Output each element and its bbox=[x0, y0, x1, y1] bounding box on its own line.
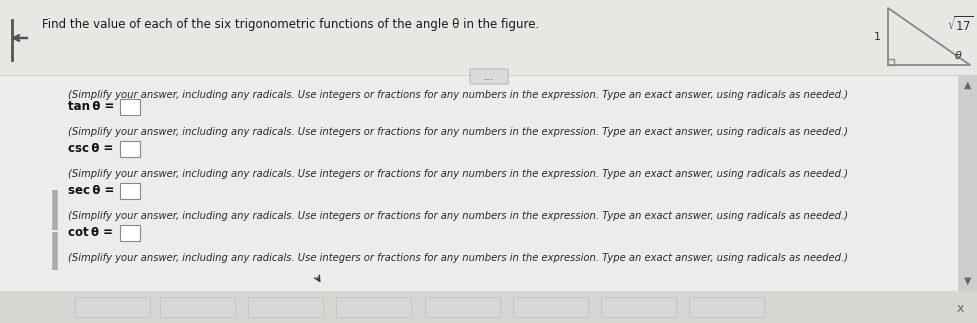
Text: cot θ =: cot θ = bbox=[68, 225, 113, 238]
Bar bbox=[425, 297, 499, 317]
Text: ▼: ▼ bbox=[963, 276, 971, 286]
Bar bbox=[120, 225, 140, 241]
Text: $\theta$: $\theta$ bbox=[953, 49, 961, 61]
Text: Find the value of each of the six trigonometric functions of the angle θ in the : Find the value of each of the six trigon… bbox=[42, 18, 538, 31]
Text: csc θ =: csc θ = bbox=[68, 141, 113, 154]
Bar bbox=[601, 297, 675, 317]
Text: 1: 1 bbox=[873, 32, 880, 41]
Text: $\sqrt{17}$: $\sqrt{17}$ bbox=[946, 15, 973, 34]
Bar bbox=[957, 75, 977, 291]
Bar bbox=[0, 0, 977, 75]
Bar bbox=[120, 99, 140, 115]
Bar bbox=[160, 297, 234, 317]
FancyBboxPatch shape bbox=[470, 69, 507, 84]
Text: sec θ =: sec θ = bbox=[68, 183, 114, 196]
Bar bbox=[120, 183, 140, 199]
Bar bbox=[0, 75, 977, 291]
Bar bbox=[839, 0, 977, 75]
Text: (Simplify your answer, including any radicals. Use integers or fractions for any: (Simplify your answer, including any rad… bbox=[68, 253, 847, 263]
Bar bbox=[248, 297, 322, 317]
Text: ▲: ▲ bbox=[963, 80, 971, 90]
Bar bbox=[120, 141, 140, 157]
Text: (Simplify your answer, including any radicals. Use integers or fractions for any: (Simplify your answer, including any rad… bbox=[68, 127, 847, 137]
Bar bbox=[75, 297, 149, 317]
Bar bbox=[0, 291, 977, 323]
Text: (Simplify your answer, including any radicals. Use integers or fractions for any: (Simplify your answer, including any rad… bbox=[68, 211, 847, 221]
Text: tan θ =: tan θ = bbox=[68, 99, 114, 112]
Bar bbox=[513, 297, 587, 317]
Text: ...: ... bbox=[484, 72, 493, 82]
Bar bbox=[336, 297, 410, 317]
Text: (Simplify your answer, including any radicals. Use integers or fractions for any: (Simplify your answer, including any rad… bbox=[68, 90, 847, 100]
Text: (Simplify your answer, including any radicals. Use integers or fractions for any: (Simplify your answer, including any rad… bbox=[68, 169, 847, 179]
Bar bbox=[688, 297, 763, 317]
Text: x: x bbox=[956, 303, 962, 316]
